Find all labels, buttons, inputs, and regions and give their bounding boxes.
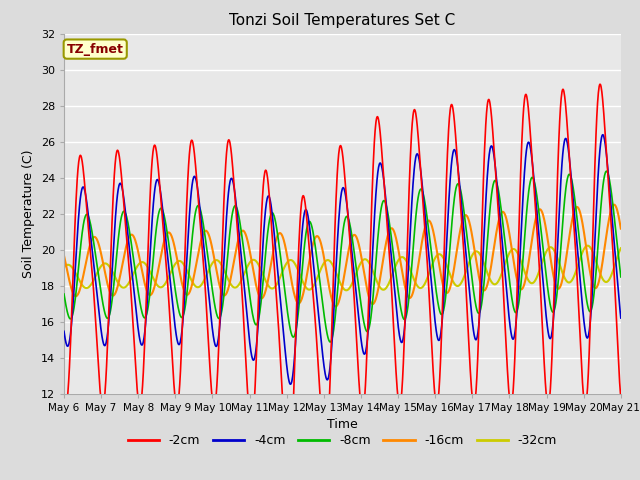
Text: TZ_fmet: TZ_fmet (67, 43, 124, 56)
Legend: -2cm, -4cm, -8cm, -16cm, -32cm: -2cm, -4cm, -8cm, -16cm, -32cm (123, 429, 562, 452)
Title: Tonzi Soil Temperatures Set C: Tonzi Soil Temperatures Set C (229, 13, 456, 28)
Y-axis label: Soil Temperature (C): Soil Temperature (C) (22, 149, 35, 278)
X-axis label: Time: Time (327, 418, 358, 431)
